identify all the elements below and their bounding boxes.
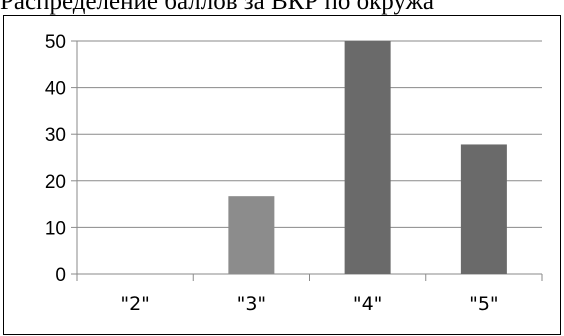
y-tick-label: 0 bbox=[55, 265, 66, 286]
y-tick-labels: 0 10 20 30 40 50 bbox=[45, 32, 66, 286]
y-tick-label: 50 bbox=[45, 32, 66, 53]
y-tick-label: 20 bbox=[45, 172, 66, 193]
chart-title: Распределение баллов за ВКР по окружа bbox=[0, 0, 434, 15]
y-tick-label: 40 bbox=[45, 79, 66, 100]
x-tick-label: "2" bbox=[120, 293, 150, 315]
x-tick-label: "5" bbox=[469, 293, 499, 315]
x-tick-label: "4" bbox=[353, 293, 383, 315]
x-tick-labels: "2" "3" "4" "5" bbox=[120, 293, 498, 315]
bar-3 bbox=[344, 41, 391, 274]
bar-2 bbox=[228, 196, 275, 274]
y-tick-label: 30 bbox=[45, 125, 66, 146]
x-tick-label: "3" bbox=[237, 293, 267, 315]
bars bbox=[228, 41, 507, 274]
y-tick-label: 10 bbox=[45, 218, 66, 239]
chart-frame bbox=[3, 15, 561, 335]
bar-4 bbox=[460, 144, 507, 274]
